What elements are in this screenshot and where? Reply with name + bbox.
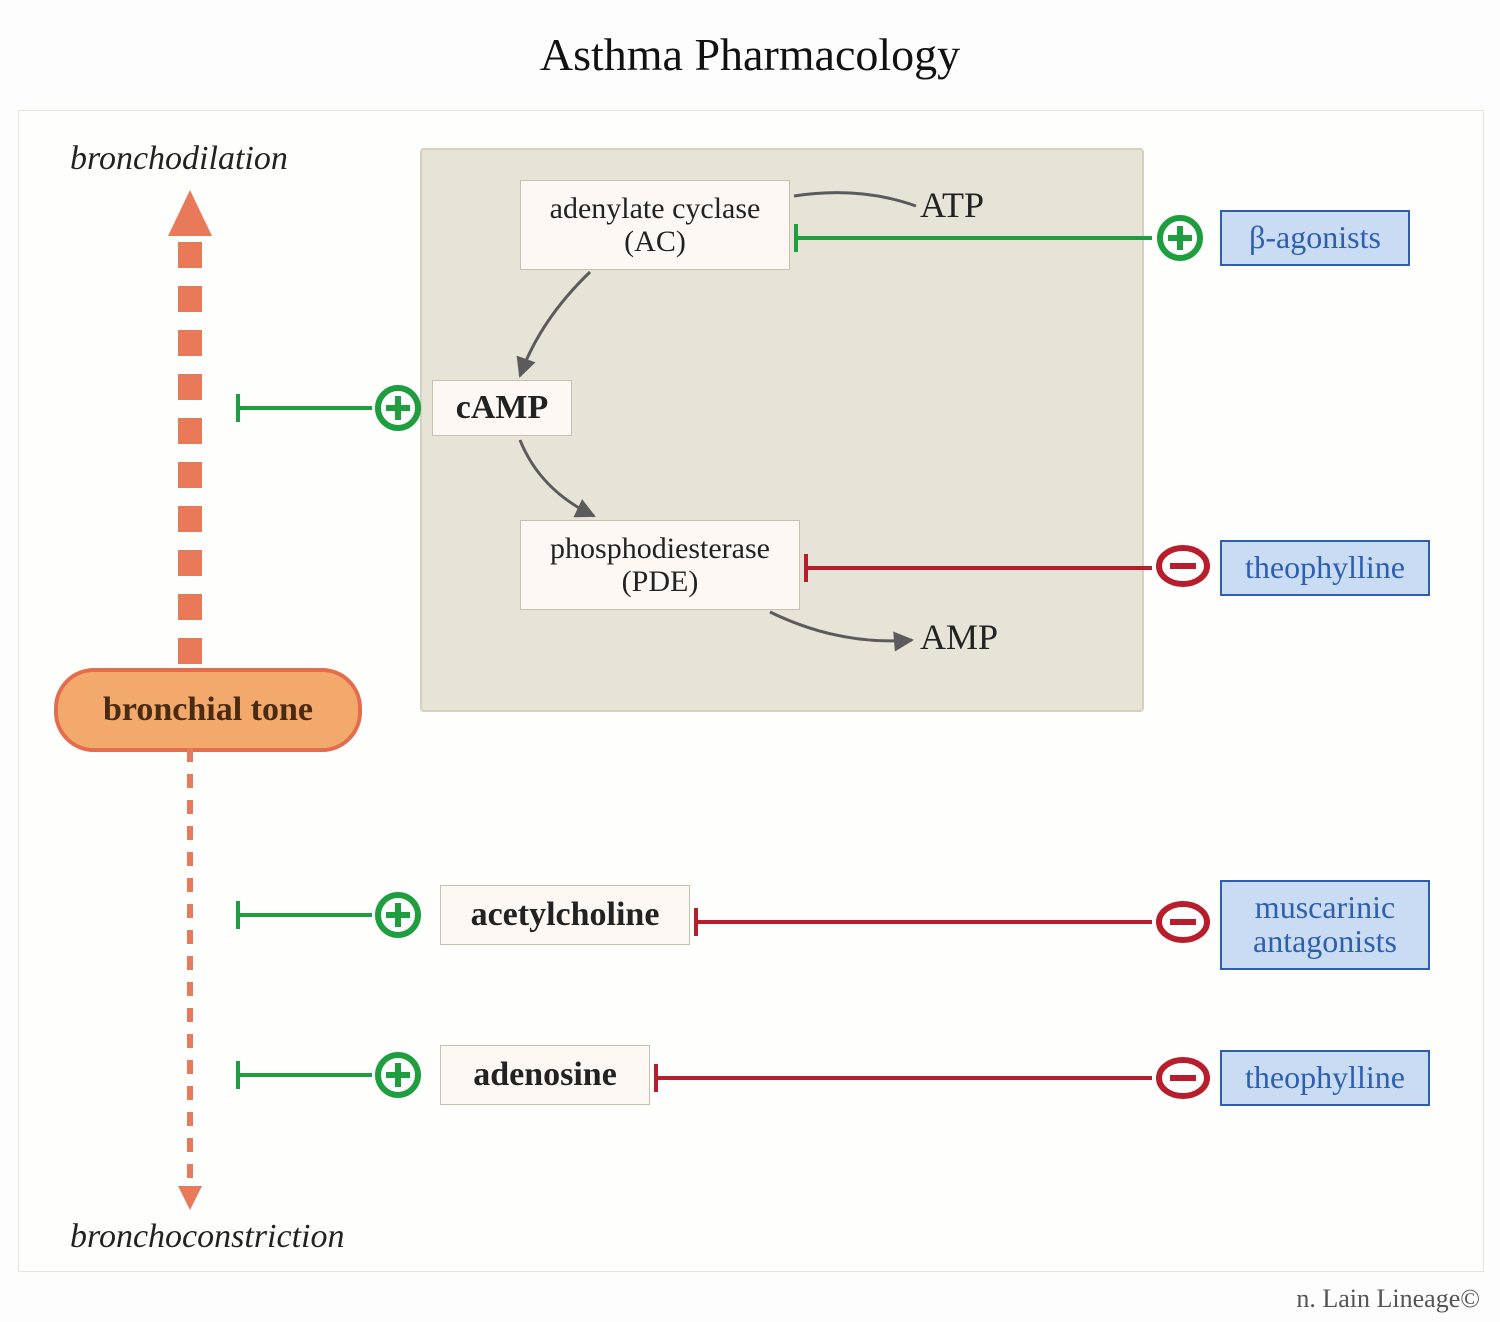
ac-box: adenylate cyclase (AC) (520, 180, 790, 270)
pde-label-2: (PDE) (531, 565, 789, 598)
adenosine-box: adenosine (440, 1045, 650, 1105)
beta-agonists-box: β-agonists (1220, 210, 1410, 266)
pde-label-1: phosphodiesterase (531, 532, 789, 565)
beta-label: β-agonists (1230, 221, 1400, 255)
minus-icon (1156, 1056, 1210, 1100)
theophylline-box-1: theophylline (1220, 540, 1430, 596)
minus-icon (1156, 544, 1210, 588)
theophylline-box-2: theophylline (1220, 1050, 1430, 1106)
plus-icon (374, 891, 422, 939)
bronchial-tone-pill: bronchial tone (54, 668, 362, 752)
camp-box: cAMP (432, 380, 572, 436)
ach-box: acetylcholine (440, 885, 690, 945)
diagram-title: Asthma Pharmacology (0, 28, 1500, 81)
ac-label-2: (AC) (531, 225, 779, 258)
adenosine-label: adenosine (451, 1056, 639, 1093)
muscarinic-box: muscarinic antagonists (1220, 880, 1430, 970)
ac-label-1: adenylate cyclase (531, 192, 779, 225)
bronchoconstriction-label: bronchoconstriction (70, 1218, 345, 1256)
signature-text: n. Lain Lineage© (1296, 1284, 1480, 1314)
atp-label: ATP (920, 184, 984, 226)
plus-icon (374, 1051, 422, 1099)
bronchodilation-label: bronchodilation (70, 140, 288, 178)
theo1-label: theophylline (1230, 551, 1420, 585)
amp-label: AMP (920, 616, 998, 658)
camp-label: cAMP (443, 389, 561, 426)
plus-icon (1156, 214, 1204, 262)
minus-icon (1156, 900, 1210, 944)
bronchial-tone-label: bronchial tone (103, 691, 313, 729)
theo2-label: theophylline (1230, 1061, 1420, 1095)
plus-icon (374, 384, 422, 432)
pde-box: phosphodiesterase (PDE) (520, 520, 800, 610)
diagram-canvas: Asthma Pharmacology adenylate cyclase (A… (0, 0, 1500, 1322)
musc-label-1: muscarinic (1230, 891, 1420, 925)
musc-label-2: antagonists (1230, 925, 1420, 959)
ach-label: acetylcholine (451, 896, 679, 933)
